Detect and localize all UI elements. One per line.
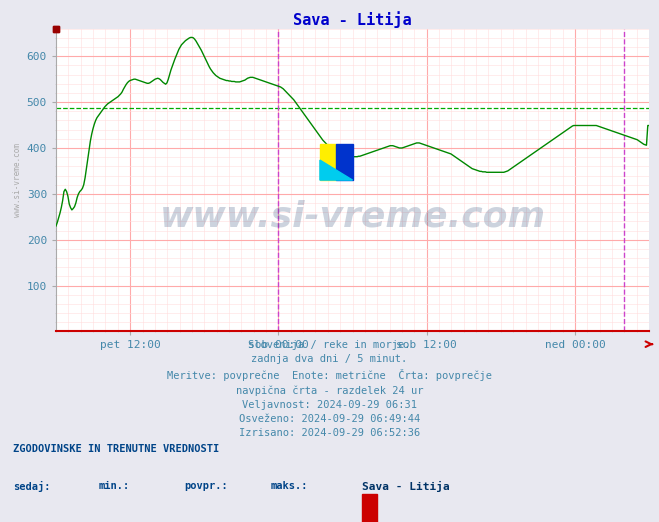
Text: Slovenija / reke in morje.
zadnja dva dni / 5 minut.
Meritve: povprečne  Enote: : Slovenija / reke in morje. zadnja dva dn… <box>167 340 492 438</box>
Bar <box>336 144 353 180</box>
Text: sedaj:: sedaj: <box>13 481 51 492</box>
Bar <box>362 494 377 522</box>
Text: Sava - Litija: Sava - Litija <box>362 481 450 492</box>
Text: maks.:: maks.: <box>270 481 308 491</box>
Title: Sava - Litija: Sava - Litija <box>293 10 412 28</box>
Text: www.si-vreme.com: www.si-vreme.com <box>13 143 22 217</box>
Text: povpr.:: povpr.: <box>185 481 228 491</box>
Text: ZGODOVINSKE IN TRENUTNE VREDNOSTI: ZGODOVINSKE IN TRENUTNE VREDNOSTI <box>13 444 219 454</box>
Bar <box>320 144 336 180</box>
Polygon shape <box>320 160 353 180</box>
Text: min.:: min.: <box>99 481 130 491</box>
Text: www.si-vreme.com: www.si-vreme.com <box>159 199 546 233</box>
